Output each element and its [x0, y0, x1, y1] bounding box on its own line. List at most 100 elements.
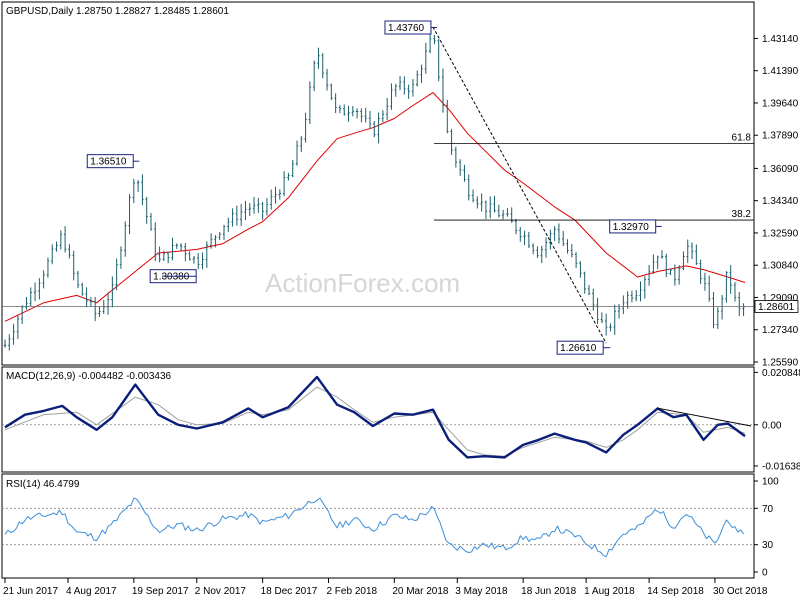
price-bar — [368, 110, 372, 129]
moving-average-line — [4, 92, 746, 322]
x-tick-label: 21 Jun 2017 — [3, 586, 58, 597]
price-bar — [501, 209, 505, 220]
price-bar — [626, 291, 629, 309]
price-bar — [166, 251, 170, 264]
x-tick-label: 30 Oct 2018 — [713, 586, 768, 597]
price-axis-ticks: 1.43140 1.41390 1.39640 1.37890 1.36090 1.343… — [754, 34, 799, 369]
price-bar — [351, 106, 355, 117]
x-tick-label: 2 Feb 2018 — [326, 586, 377, 597]
price-bar — [343, 104, 346, 116]
rsi-tick-label: 100 — [762, 477, 779, 488]
price-bar — [278, 189, 282, 200]
price-bar — [330, 83, 333, 101]
price-bar — [16, 315, 20, 339]
price-bar — [669, 268, 672, 276]
price-bar — [579, 261, 582, 278]
price-tick-label: 1.29090 — [762, 293, 799, 304]
price-bar — [201, 252, 204, 270]
price-bar — [690, 242, 694, 260]
macd-panel-frame — [1, 366, 755, 473]
price-bar — [235, 205, 239, 226]
price-panel-frame — [1, 1, 755, 366]
price-tick-label: 1.27340 — [762, 325, 799, 336]
price-bar — [132, 178, 136, 204]
price-bar — [261, 202, 264, 220]
price-tick-label: 1.25590 — [762, 358, 799, 369]
price-bar — [175, 243, 178, 249]
swing-label: 1.43760 — [384, 20, 437, 35]
price-bar — [252, 197, 256, 214]
price-bars-layer — [3, 34, 745, 351]
price-bar — [420, 64, 423, 84]
price-bar — [720, 295, 724, 320]
price-bar — [574, 252, 578, 269]
price-bar — [115, 258, 118, 291]
price-annotations-layer: 1.28601 61.8 38.2 1.43760 1.36510 1.30380 1.32… — [2, 20, 799, 355]
price-bar — [480, 193, 483, 212]
macd-line — [4, 375, 746, 459]
price-bar — [89, 297, 93, 307]
price-bar — [639, 281, 642, 302]
rsi-layer: 100 70 30 0 — [2, 477, 779, 579]
price-bar — [171, 237, 174, 261]
price-bar — [29, 287, 32, 307]
price-bar — [471, 189, 475, 203]
price-bar — [604, 313, 608, 336]
price-bar — [394, 83, 397, 97]
price-bar — [239, 203, 243, 226]
price-bar — [519, 226, 522, 242]
swing-label: 1.32970 — [609, 219, 662, 234]
watermark: ActionForex.com — [265, 268, 460, 298]
price-tick-label: 1.36090 — [762, 164, 799, 175]
price-bar — [347, 105, 350, 122]
header-ohlc: 1.28750 1.28827 1.28485 1.28601 — [76, 6, 229, 17]
price-bar — [630, 290, 634, 303]
price-bar — [179, 243, 183, 251]
price-bar — [467, 174, 470, 201]
price-bar — [403, 76, 406, 95]
price-bar — [407, 84, 410, 99]
x-tick-label: 19 Sep 2017 — [132, 586, 189, 597]
price-tick-label: 1.30840 — [762, 261, 799, 272]
price-bar — [536, 246, 539, 258]
macd-tick-label: 0.00 — [762, 420, 782, 431]
price-bar — [557, 223, 561, 244]
macd-tick-label: 0.020848 — [762, 368, 800, 379]
price-bar — [583, 271, 586, 294]
price-bar — [355, 108, 359, 119]
price-bar — [497, 204, 501, 218]
price-bar — [149, 213, 153, 231]
price-bar — [484, 200, 488, 219]
price-bar — [489, 196, 492, 219]
price-bar — [295, 140, 299, 166]
price-bar — [493, 195, 496, 213]
macd-trendline — [657, 407, 752, 427]
rsi-panel-frame — [1, 473, 755, 579]
price-bar — [338, 105, 342, 114]
price-bar — [424, 42, 428, 74]
price-bar — [544, 237, 548, 258]
price-bar — [197, 253, 200, 270]
price-bar — [523, 230, 526, 246]
price-bar — [562, 231, 565, 246]
price-bar — [716, 307, 720, 329]
price-bar — [68, 244, 71, 259]
price-bar — [600, 312, 604, 324]
price-bar — [141, 174, 144, 206]
price-bar — [265, 198, 269, 216]
price-bar — [703, 272, 707, 291]
price-bar — [154, 222, 157, 262]
price-bar — [446, 99, 449, 134]
swing-label-text: 1.36510 — [90, 157, 127, 168]
price-bar — [59, 230, 63, 250]
price-bar — [231, 208, 234, 227]
price-bar — [708, 275, 711, 302]
price-bar — [270, 189, 273, 210]
x-tick-label: 1 Aug 2018 — [584, 586, 635, 597]
price-tick-label: 1.41390 — [762, 66, 799, 77]
price-bar — [647, 264, 651, 286]
price-bar — [321, 53, 324, 79]
moving-average-layer — [4, 92, 746, 322]
price-bar — [673, 264, 677, 286]
